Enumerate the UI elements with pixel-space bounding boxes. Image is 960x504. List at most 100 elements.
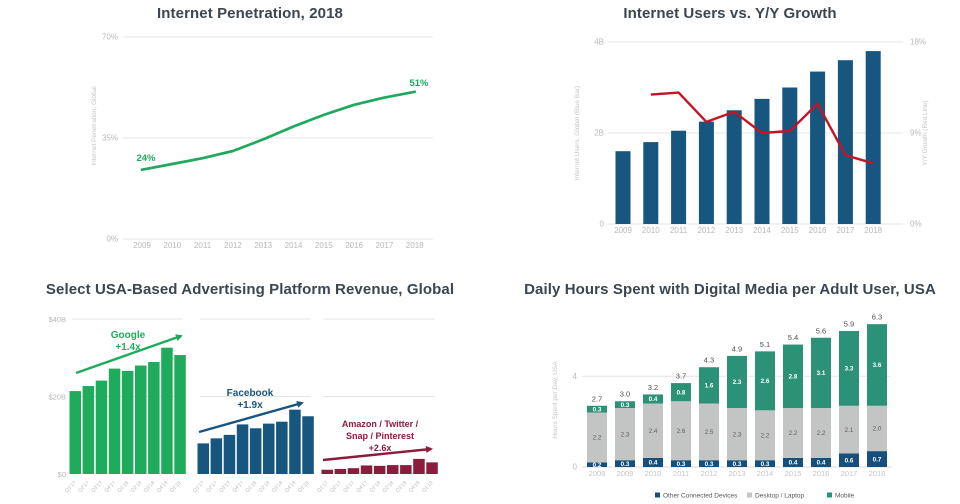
group-annotation: Snap / Pinterest: [346, 431, 414, 441]
segment-desktop-laptop-2011: [671, 401, 691, 461]
revenue-bar-google-Q3'18: [148, 362, 160, 474]
quarter-label: Q2'17: [205, 480, 219, 494]
users-bar-2012: [698, 121, 714, 224]
users-bar-2009: [615, 151, 631, 224]
quarter-label: Q4'17: [231, 480, 245, 494]
trend-arrow: [198, 400, 304, 434]
chart-title-users-vs-growth: Internet Users vs. Y/Y Growth: [623, 5, 837, 22]
segment-other-connected-devices-2010: [643, 457, 663, 467]
revenue-bar-amazon-Q1'17: [321, 469, 333, 474]
quarter-label: Q1'19: [421, 480, 435, 494]
daily-hours-panel: 0 4 Hours Spent per Day, USA 2008 0.2 2.2 0.3 2…: [480, 252, 960, 504]
x-tick-label: 2018: [869, 469, 886, 478]
left-tick-label: 0: [600, 220, 605, 229]
x-tick-label: 2008: [589, 469, 606, 478]
segment-value-label: 2.3: [621, 431, 630, 438]
segment-desktop-laptop-2016: [811, 408, 831, 458]
revenue-bar-amazon-Q1'18: [373, 465, 386, 474]
x-tick-label: 2013: [729, 469, 746, 478]
x-tick-label: 2013: [725, 226, 743, 235]
x-tick-label: 2015: [315, 241, 333, 250]
x-tick-label: 2018: [864, 226, 882, 235]
segment-other-connected-devices-2008: [587, 462, 607, 467]
x-tick-label: 2014: [757, 469, 774, 478]
revenue-bar-amazon-Q3'18: [400, 465, 412, 474]
segment-value-label: 2.2: [761, 432, 770, 439]
segment-value-label: 2.5: [705, 429, 714, 436]
y-tick-label: $0: [58, 470, 66, 479]
quarter-label: Q2'18: [130, 480, 144, 494]
segment-value-label: 0.3: [677, 461, 686, 468]
total-value-label: 6.3: [872, 313, 882, 322]
y-tick-label: 0%: [106, 235, 118, 244]
x-tick-label: 2017: [837, 226, 855, 235]
segment-mobile-2016: [811, 337, 831, 409]
chart-title-daily-hours: Daily Hours Spent with Digital Media per…: [524, 281, 936, 298]
x-tick-label: 2014: [753, 226, 771, 235]
quarter-label: Q1'18: [244, 480, 258, 494]
segment-other-connected-devices-2013: [727, 460, 747, 467]
segment-value-label: 2.3: [733, 431, 742, 438]
end-value-label: 51%: [409, 78, 429, 89]
x-tick-label: 2009: [617, 469, 634, 478]
segment-mobile-2012: [699, 367, 719, 404]
x-tick-label: 2010: [163, 241, 181, 250]
users-bar-2013: [726, 110, 742, 224]
segment-value-label: 0.4: [649, 460, 658, 467]
quarter-label: Q1'18: [116, 480, 130, 494]
revenue-bar-google-Q1'17: [69, 391, 81, 474]
segment-value-label: 0.3: [621, 402, 630, 409]
segment-value-label: 1.6: [705, 383, 714, 390]
total-value-label: 5.9: [844, 319, 854, 328]
segment-value-label: 3.3: [845, 366, 854, 373]
segment-value-label: 2.2: [593, 435, 602, 442]
revenue-bar-facebook-Q1'19: [302, 416, 314, 474]
segment-value-label: 0.7: [873, 456, 882, 463]
x-tick-label: 2014: [285, 241, 303, 250]
total-value-label: 3.0: [620, 390, 630, 399]
x-tick-label: 2011: [670, 226, 688, 235]
quarter-label: Q2'17: [77, 480, 91, 494]
quarter-label: Q4'18: [408, 480, 422, 494]
segment-value-label: 0.2: [593, 462, 602, 469]
segment-desktop-laptop-2009: [615, 408, 635, 461]
legend-label: Mobile: [835, 493, 855, 500]
group-annotation: +1.4x: [115, 342, 141, 353]
segment-desktop-laptop-2018: [867, 405, 887, 452]
segment-desktop-laptop-2010: [643, 403, 663, 458]
ad-platform-revenue-panel: $0 $20B $40B Q1'17 Q2'17 Q3'17 Q4'17 Q1'18 Q2'18…: [0, 252, 480, 504]
x-tick-label: 2015: [785, 469, 802, 478]
y-tick-label: $40B: [48, 315, 66, 324]
revenue-bar-google-Q2'18: [135, 365, 147, 474]
segment-value-label: 3.6: [873, 362, 882, 369]
segment-mobile-2010: [643, 394, 663, 404]
x-tick-label: 2011: [194, 241, 212, 250]
y-tick-label: 35%: [102, 134, 118, 143]
chart-title-ad-platform-revenue: Select USA-Based Advertising Platform Re…: [45, 281, 455, 298]
group-annotation: +1.9x: [237, 400, 263, 411]
segment-mobile-2008: [587, 405, 607, 413]
trend-arrow: [75, 334, 183, 375]
revenue-bar-facebook-Q3'18: [276, 421, 288, 474]
segment-value-label: 2.8: [789, 374, 798, 381]
users-bar-2010: [643, 142, 659, 224]
segment-value-label: 0.4: [817, 460, 826, 467]
x-tick-label: 2009: [133, 241, 151, 250]
segment-value-label: 0.3: [621, 461, 630, 468]
revenue-bar-google-Q3'17: [95, 380, 108, 474]
revenue-bar-google-Q4'18: [161, 347, 173, 474]
growth-line: [650, 91, 874, 165]
segment-value-label: 2.6: [761, 378, 770, 385]
start-value-label: 24%: [136, 153, 156, 164]
quarter-label: Q3'17: [218, 480, 232, 494]
segment-desktop-laptop-2012: [699, 403, 719, 461]
revenue-bar-facebook-Q1'17: [197, 443, 209, 474]
internet-penetration-panel: 0% 35% 70% Internet Penetration, Global 2009…: [0, 0, 480, 252]
quarter-label: Q4'17: [103, 480, 117, 494]
right-axis-label: Y/Y Growth (Red Line): [922, 100, 929, 165]
revenue-bar-amazon-Q1'19: [426, 462, 438, 474]
legend-swatch: [827, 492, 832, 498]
quarter-label: Q2'17: [329, 480, 343, 494]
